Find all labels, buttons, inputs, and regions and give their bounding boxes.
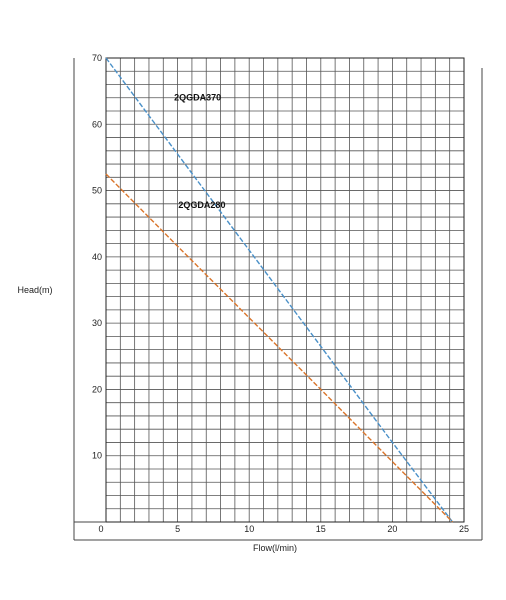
grid-minor (105, 57, 465, 523)
chart-frame (73, 57, 483, 541)
x-tick-label: 0 (98, 524, 103, 534)
y-tick-label: 10 (92, 451, 102, 461)
series-label-2: 2QGDA280 (178, 200, 225, 210)
y-tick-label: 30 (92, 318, 102, 328)
plot-border (105, 57, 465, 523)
y-tick-label: 60 (92, 119, 102, 129)
y-tick-label: 70 (92, 53, 102, 63)
x-tick-label: 5 (175, 524, 180, 534)
series-line-2 (105, 173, 454, 523)
y-tick-label: 20 (92, 384, 102, 394)
x-tick-label: 25 (459, 524, 469, 534)
x-tick-label: 20 (387, 524, 397, 534)
y-tick-label: 50 (92, 186, 102, 196)
series-group: 2QGDA370 2QGDA280 (105, 57, 454, 523)
x-tick-label: 10 (244, 524, 254, 534)
tick-labels: 10 20 30 40 50 60 70 0 5 10 15 20 25 (92, 53, 469, 534)
y-axis-label: Head(m) (17, 285, 52, 295)
x-tick-label: 15 (316, 524, 326, 534)
y-tick-label: 40 (92, 252, 102, 262)
series-label-1: 2QGDA370 (174, 92, 221, 102)
x-axis-label: Flow(l/min) (253, 543, 297, 553)
series-line-1 (105, 57, 454, 523)
